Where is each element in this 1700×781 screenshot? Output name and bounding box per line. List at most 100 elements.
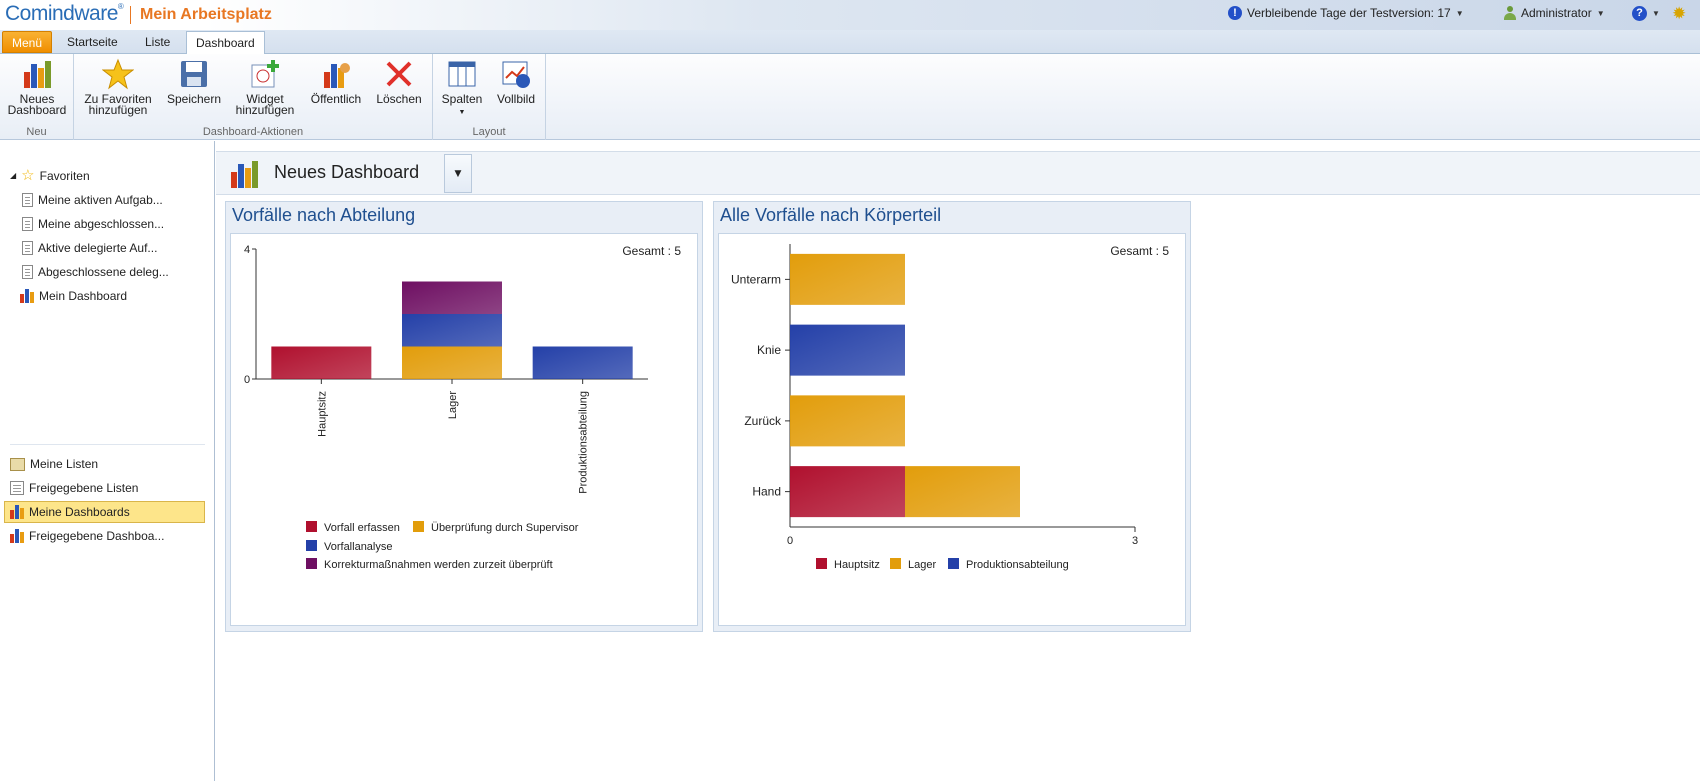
- sidebar-item-active-tasks[interactable]: Meine aktiven Aufgab...: [22, 189, 163, 211]
- dashboard-chart-icon: [10, 505, 24, 519]
- fullscreen-button[interactable]: Vollbild: [491, 58, 541, 105]
- sidebar-item-label: Meine Listen: [30, 457, 99, 471]
- chevron-down-icon: ▼: [454, 169, 462, 179]
- fullscreen-label: Vollbild: [496, 92, 536, 106]
- document-icon: [22, 217, 33, 231]
- sidebar-item-shared-dashboards[interactable]: Freigegebene Dashboa...: [10, 525, 164, 547]
- save-icon: [181, 61, 207, 87]
- widget-incidents-by-department: Vorfälle nach Abteilung Gesamt : 5 4 0 Hau…: [225, 201, 703, 632]
- x-tick-label: Lager: [447, 391, 459, 419]
- legend-swatch: [948, 558, 959, 569]
- widget-title: Alle Vorfälle nach Körperteil: [720, 205, 942, 225]
- widget-body: Gesamt : 5 0 3 Unterarm Knie Zurück Hand Haupt…: [718, 233, 1186, 626]
- y-tick-label: Knie: [757, 343, 781, 357]
- total-label: Gesamt : 5: [1110, 244, 1169, 258]
- public-label: Öffentlich: [310, 92, 362, 106]
- sidebar-item-label: Meine abgeschlossen...: [38, 217, 165, 231]
- legend-label: Überprüfung durch Supervisor: [431, 522, 579, 534]
- widget-title: Vorfälle nach Abteilung: [232, 205, 416, 225]
- ribbon-group-dashboard-actions: Zu Favoriten hinzufügen Speichern Widget…: [74, 54, 433, 140]
- dashboard-header: Neues Dashboard ▼: [216, 151, 1700, 195]
- save-label: Speichern: [166, 92, 222, 106]
- info-icon: !: [1228, 6, 1242, 20]
- chart-incidents-by-body-part: 0 3 Unterarm Knie Zurück Hand Hauptsitz Lager Pr…: [731, 244, 1138, 571]
- add-widget-label-2: hinzufügen: [235, 103, 295, 117]
- ribbon-group-label-layout: Layout: [472, 126, 506, 138]
- bar-segment: [532, 346, 633, 379]
- sidebar-item-shared-lists[interactable]: Freigegebene Listen: [10, 477, 138, 499]
- star-icon: ☆: [21, 167, 35, 184]
- delete-icon: [386, 61, 412, 87]
- tab-dashboard[interactable]: Dashboard: [186, 31, 265, 55]
- sidebar-item-label: Abgeschlossene deleg...: [38, 265, 169, 279]
- save-button[interactable]: Speichern: [164, 58, 224, 105]
- settings-button[interactable]: ✹: [1672, 4, 1686, 24]
- legend-swatch: [306, 558, 317, 569]
- sidebar-divider: [10, 444, 205, 445]
- logo-registered-mark: ®: [117, 2, 124, 11]
- x-tick-label: 3: [1132, 535, 1138, 547]
- bar-segment: [402, 281, 502, 314]
- help-icon: ?: [1632, 6, 1647, 21]
- delete-button[interactable]: Löschen: [372, 58, 426, 105]
- bar-segment: [790, 466, 905, 518]
- tab-startseite[interactable]: Startseite: [67, 35, 118, 49]
- sidebar-item-my-dashboard[interactable]: Mein Dashboard: [20, 285, 127, 307]
- trial-text: Verbleibende Tage der Testversion: 17: [1247, 6, 1451, 20]
- new-dashboard-label-1: Neues: [19, 92, 55, 106]
- sidebar-item-my-lists[interactable]: Meine Listen: [10, 453, 98, 475]
- legend-swatch: [413, 521, 424, 532]
- help-menu[interactable]: ? ▼: [1632, 6, 1660, 21]
- logo-text: Comindware: [5, 2, 118, 25]
- y-tick-label: Unterarm: [731, 272, 781, 286]
- public-button[interactable]: Öffentlich: [306, 58, 366, 105]
- bar-segment: [402, 314, 502, 347]
- tab-liste[interactable]: Liste: [145, 35, 171, 49]
- bar-segment: [905, 466, 1020, 518]
- dashboard-title: Neues Dashboard: [274, 162, 420, 182]
- sidebar-item-active-delegated[interactable]: Aktive delegierte Auf...: [22, 237, 157, 259]
- public-dashboard-icon: [324, 63, 350, 88]
- logo-divider: [130, 6, 131, 24]
- dashboard-dropdown-button[interactable]: ▼: [444, 154, 472, 193]
- trial-info[interactable]: ! Verbleibende Tage der Testversion: 17 …: [1228, 6, 1464, 20]
- x-tick-label: Produktionsabteilung: [578, 391, 590, 494]
- columns-icon: [448, 61, 476, 87]
- add-widget-button[interactable]: Widget hinzufügen: [234, 58, 296, 116]
- legend-swatch: [890, 558, 901, 569]
- add-widget-icon: [251, 60, 279, 88]
- x-tick-label: Hauptsitz: [316, 391, 328, 437]
- shared-list-icon: [10, 481, 24, 495]
- gear-icon: ✹: [1672, 4, 1687, 23]
- delete-label: Löschen: [376, 92, 422, 106]
- collapse-triangle-icon: ◢: [10, 171, 17, 180]
- user-menu[interactable]: Administrator ▼: [1504, 6, 1605, 20]
- add-to-favorites-button[interactable]: Zu Favoriten hinzufügen: [82, 58, 154, 116]
- sidebar-item-my-dashboards[interactable]: Meine Dashboards: [4, 501, 205, 523]
- chevron-down-icon: ▼: [1455, 8, 1464, 18]
- ribbon-group-layout: Spalten ▼ Vollbild Layout: [433, 54, 546, 140]
- sidebar-favorites-label: Favoriten: [39, 169, 90, 183]
- legend-label: Lager: [908, 559, 936, 571]
- shared-dashboard-icon: [10, 529, 24, 543]
- document-icon: [22, 265, 33, 279]
- bar-segment: [271, 346, 372, 379]
- sidebar-favorites[interactable]: ◢ ☆ Favoriten: [10, 165, 90, 187]
- y-tick-label: 0: [244, 374, 250, 386]
- dashboard-chart-icon: [20, 289, 34, 303]
- ribbon-group-new: Neues Dashboard Neu: [0, 54, 74, 140]
- sidebar-item-label: Freigegebene Listen: [29, 481, 139, 495]
- sidebar-item-completed-delegated[interactable]: Abgeschlossene deleg...: [22, 261, 169, 283]
- sidebar-item-label: Aktive delegierte Auf...: [38, 241, 158, 255]
- user-name: Administrator: [1521, 6, 1592, 20]
- main-area: Neues Dashboard ▼ Vorfälle nach Abteilun…: [216, 141, 1700, 781]
- sidebar-item-label: Mein Dashboard: [39, 289, 128, 303]
- tab-menu[interactable]: Menü: [2, 31, 53, 53]
- sidebar-item-completed[interactable]: Meine abgeschlossen...: [22, 213, 164, 235]
- new-dashboard-button[interactable]: Neues Dashboard: [2, 58, 72, 116]
- legend-label: Hauptsitz: [834, 559, 880, 571]
- sidebar-item-label: Meine aktiven Aufgab...: [38, 193, 163, 207]
- columns-button[interactable]: Spalten ▼: [437, 58, 487, 118]
- add-widget-label-1: Widget: [246, 92, 284, 106]
- ribbon-group-label-actions: Dashboard-Aktionen: [202, 126, 304, 138]
